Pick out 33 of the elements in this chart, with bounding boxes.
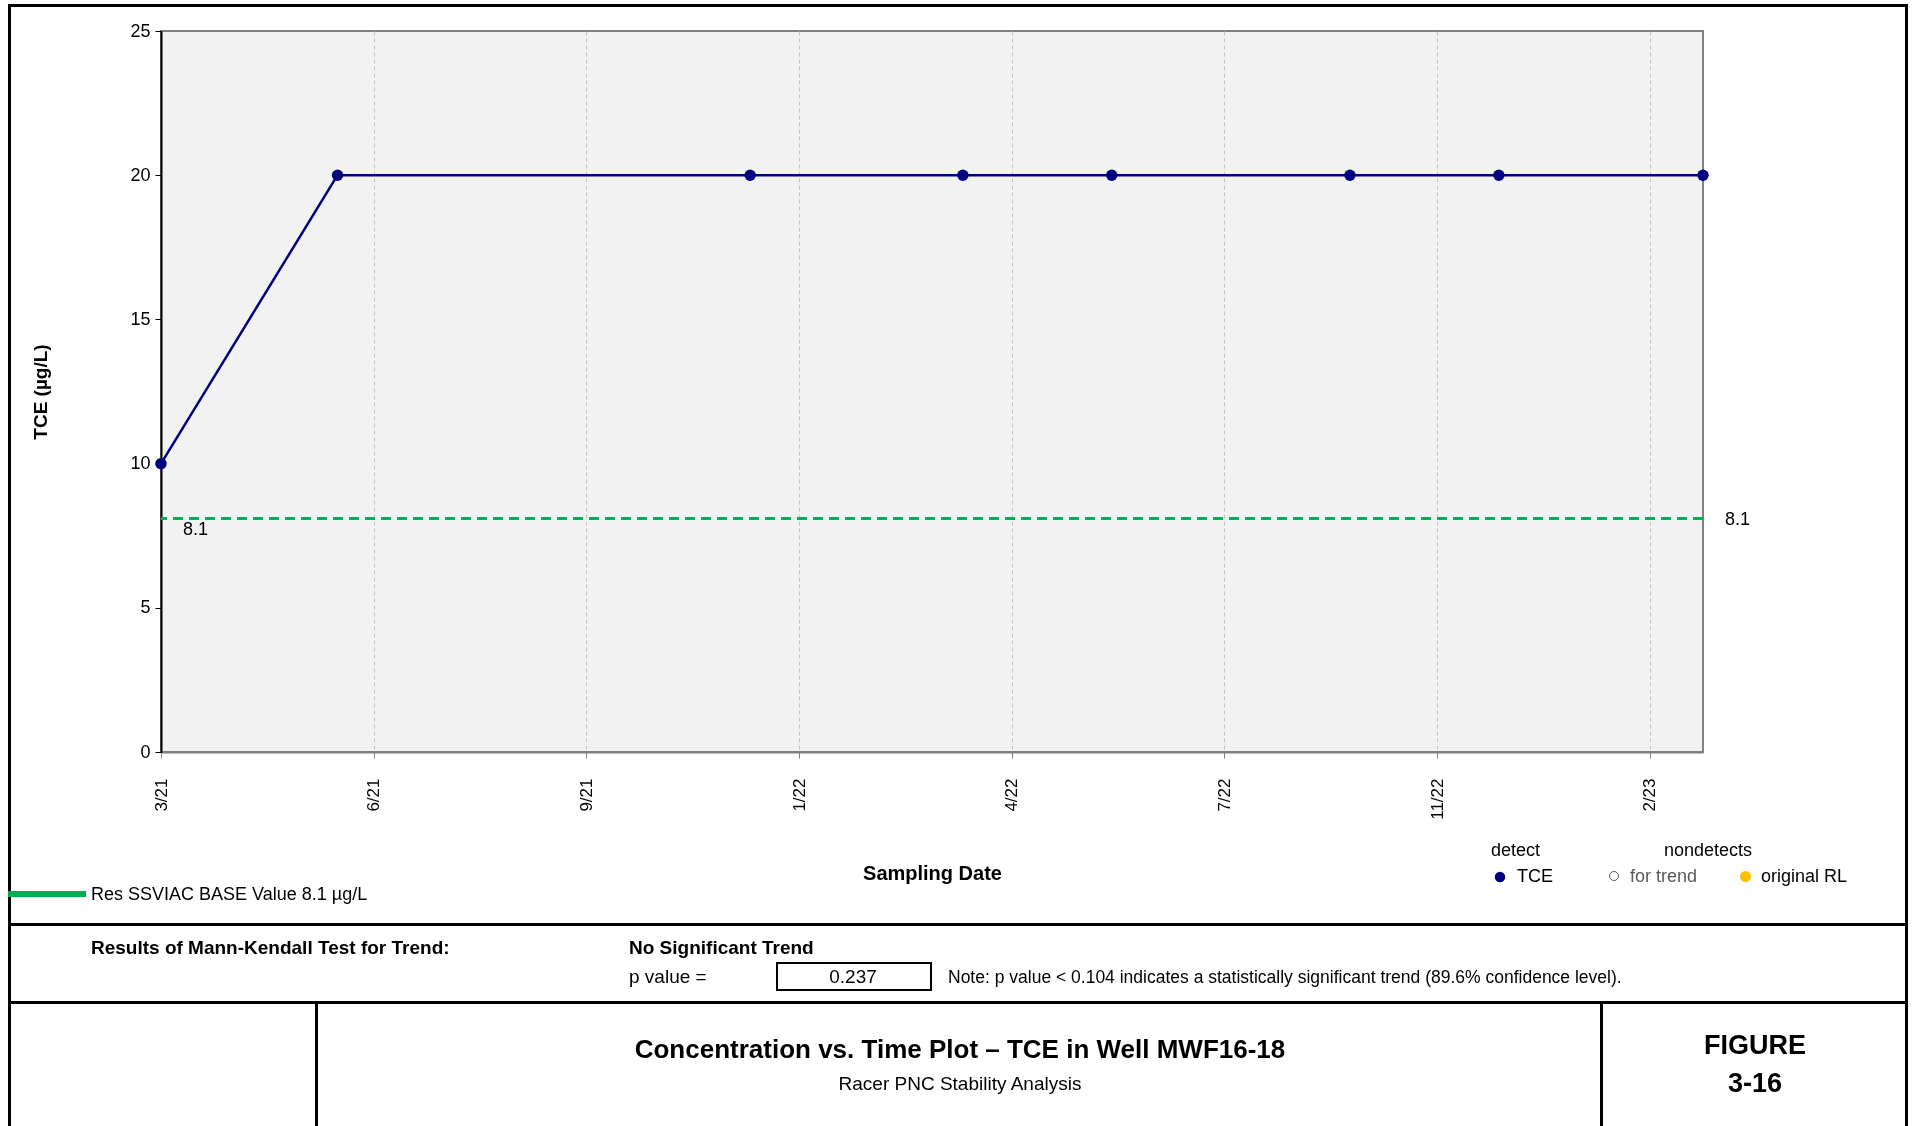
text: Racer PNC Stability Analysis	[838, 1073, 1082, 1095]
text: FIGURE	[1703, 1030, 1807, 1062]
text: for trend	[1630, 865, 1698, 887]
x-tick-label: 3/21	[151, 778, 171, 812]
text: original RL	[1761, 865, 1848, 887]
ref-line-label: 8.1	[183, 519, 209, 540]
y-tick-label: 20	[130, 164, 151, 185]
text: 3-16	[1727, 1068, 1783, 1100]
text: 8.1	[1725, 509, 1751, 530]
y-tick-label: 15	[130, 308, 151, 329]
text: 0.237	[829, 966, 877, 988]
text: No Significant Trend	[629, 937, 814, 959]
y-tick-label: 25	[130, 20, 151, 41]
text: Results of Mann-Kendall Test for Trend:	[91, 937, 450, 959]
y-axis-title: TCE (µg/L)	[29, 344, 51, 440]
text: Note: p value < 0.104 indicates a statistically significant trend (89.6% confidence level).	[948, 966, 1622, 988]
y-tick-label: 0	[140, 741, 151, 762]
x-tick-label: 1/22	[789, 778, 809, 812]
x-tick-label: 4/22	[1002, 778, 1022, 812]
legend-label: TCE	[1517, 866, 1553, 886]
legend-title: detect	[1491, 840, 1541, 860]
x-tick-label: 6/21	[364, 778, 384, 812]
x-tick-label: 2/23	[1640, 778, 1660, 812]
x-tick-label: 7/22	[1214, 778, 1234, 812]
text: Res SSVIAC BASE Value 8.1 µg/L	[91, 883, 368, 905]
x-axis-title: Sampling Date	[863, 861, 1002, 884]
x-tick-label: 9/21	[576, 778, 596, 812]
y-tick-label: 10	[130, 453, 151, 474]
x-tick-label: 11/22	[1427, 778, 1447, 820]
text: Concentration vs. Time Plot – TCE in Well MWF16-18	[634, 1034, 1286, 1065]
y-tick-label: 5	[140, 597, 151, 618]
text: nondetects	[1663, 839, 1753, 861]
text: p value =	[629, 966, 707, 988]
